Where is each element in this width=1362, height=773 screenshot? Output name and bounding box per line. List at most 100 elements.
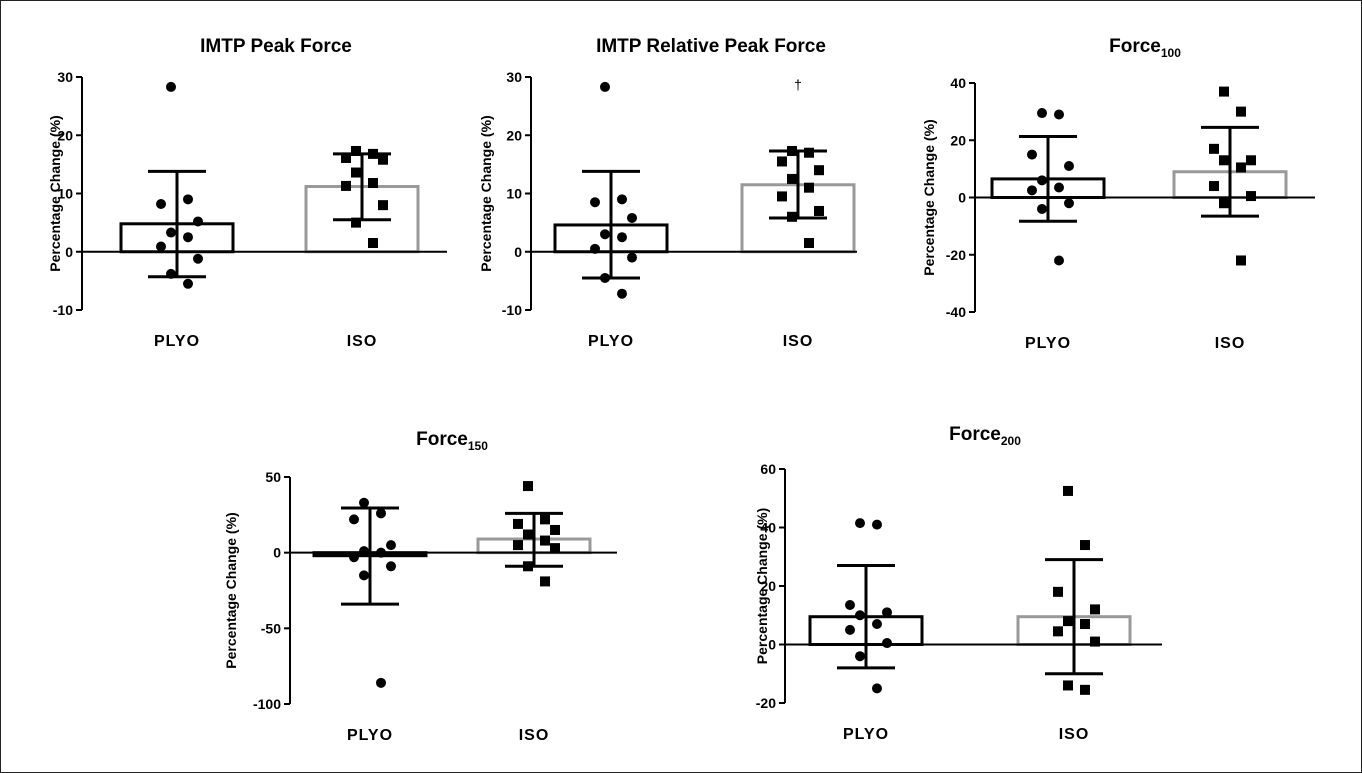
data-point-plyo <box>600 229 610 240</box>
data-point-iso <box>1080 540 1090 551</box>
data-point-plyo <box>156 198 166 209</box>
data-point-plyo <box>376 547 386 558</box>
data-point-iso <box>1246 191 1256 202</box>
y-axis-label: Percentage Change (%) <box>478 115 494 271</box>
category-label-plyo: PLYO <box>1025 335 1071 352</box>
y-tick-label: 0 <box>514 244 522 260</box>
data-point-iso <box>777 156 787 167</box>
data-point-iso <box>513 540 523 551</box>
data-point-plyo <box>617 232 627 243</box>
chart-title-main: Force <box>416 429 468 450</box>
data-point-iso <box>523 529 533 540</box>
data-point-iso <box>368 148 378 159</box>
data-point-plyo <box>1054 109 1064 120</box>
data-point-iso <box>540 535 550 546</box>
y-axis-label: Percentage Change (%) <box>47 115 63 271</box>
data-point-plyo <box>359 570 369 581</box>
data-point-plyo <box>1037 175 1047 186</box>
category-label-iso: ISO <box>519 727 550 744</box>
data-point-iso <box>804 147 814 158</box>
y-tick-label: 40 <box>950 75 966 91</box>
data-point-plyo <box>600 272 610 283</box>
data-point-iso <box>540 576 550 587</box>
data-point-iso <box>1063 680 1073 691</box>
chart-title-main: Force <box>1109 36 1161 57</box>
data-point-plyo <box>855 651 865 662</box>
data-point-iso <box>351 217 361 228</box>
data-point-plyo <box>1027 149 1037 160</box>
y-tick-label: 10 <box>57 186 73 202</box>
data-point-plyo <box>855 610 865 621</box>
data-point-iso <box>1053 626 1063 637</box>
data-point-iso <box>787 145 797 156</box>
data-point-iso <box>814 165 824 176</box>
data-point-iso <box>1053 586 1063 597</box>
data-point-iso <box>1219 155 1229 166</box>
data-point-plyo <box>882 638 892 649</box>
data-point-iso <box>1236 106 1246 117</box>
data-point-iso <box>341 180 351 191</box>
data-point-plyo <box>872 619 882 630</box>
data-point-iso <box>804 238 814 249</box>
y-tick-label: -20 <box>946 247 966 263</box>
data-point-plyo <box>1037 203 1047 214</box>
chart-panel-4: Force150 Percentage Change (%) -100 -50 0 50 P… <box>223 429 617 744</box>
data-point-iso <box>1219 86 1229 97</box>
y-tick-label: 0 <box>65 244 73 260</box>
data-point-plyo <box>590 197 600 208</box>
data-point-plyo <box>627 252 637 263</box>
chart-title-main: IMTP Peak Force <box>200 36 352 57</box>
chart-panel-3: Force100 Percentage Change (%) -40 -20 0 20 40… <box>921 36 1315 352</box>
data-point-plyo <box>183 194 193 205</box>
data-point-iso <box>523 481 533 492</box>
chart-title: Force150 <box>416 429 488 453</box>
chart-panel-1: IMTP Peak Force Percentage Change (%) -10 0… <box>47 36 447 350</box>
data-point-plyo <box>349 552 359 563</box>
category-label-iso: ISO <box>1215 335 1246 352</box>
data-point-iso <box>787 211 797 222</box>
y-tick-label: -10 <box>502 302 522 318</box>
chart-title: Force200 <box>949 424 1021 448</box>
data-point-iso <box>1246 155 1256 166</box>
data-point-plyo <box>386 540 396 551</box>
data-point-plyo <box>1054 182 1064 193</box>
data-point-plyo <box>183 232 193 243</box>
data-point-plyo <box>617 194 627 205</box>
chart-panel-2: IMTP Relative Peak Force Percentage Chang… <box>478 36 857 350</box>
chart-title-subscript: 100 <box>1161 46 1181 60</box>
category-label-plyo: PLYO <box>843 726 889 743</box>
data-point-iso <box>1236 162 1246 173</box>
y-tick-label: 50 <box>265 469 281 485</box>
data-point-iso <box>1236 255 1246 266</box>
data-point-plyo <box>882 607 892 618</box>
data-point-iso <box>351 145 361 156</box>
data-point-plyo <box>617 288 627 299</box>
data-point-plyo <box>872 683 882 694</box>
chart-panel-5: Force200 Percentage Change (%) -20 0 20 40 60 P… <box>754 424 1162 743</box>
data-point-iso <box>368 238 378 249</box>
data-point-iso <box>341 152 351 163</box>
y-axis-label: Percentage Change (%) <box>921 119 937 275</box>
data-point-plyo <box>1054 255 1064 266</box>
y-tick-label: 30 <box>57 69 73 85</box>
data-point-iso <box>787 173 797 184</box>
category-label-iso: ISO <box>783 333 814 350</box>
data-point-plyo <box>166 227 176 238</box>
data-point-iso <box>368 178 378 189</box>
data-point-iso <box>550 524 560 535</box>
chart-title-subscript: 200 <box>1001 434 1021 448</box>
chart-title-subscript: 150 <box>468 439 488 453</box>
category-label-plyo: PLYO <box>347 727 393 744</box>
category-label-plyo: PLYO <box>588 333 634 350</box>
data-point-plyo <box>855 518 865 529</box>
data-point-iso <box>1219 198 1229 209</box>
data-point-iso <box>804 182 814 193</box>
data-point-iso <box>378 154 388 165</box>
data-point-iso <box>1090 604 1100 615</box>
y-axis-label: Percentage Change (%) <box>754 508 770 664</box>
y-tick-label: -100 <box>253 696 281 712</box>
y-axis-label: Percentage Change (%) <box>223 512 239 668</box>
data-point-iso <box>513 518 523 529</box>
data-point-iso <box>814 205 824 216</box>
